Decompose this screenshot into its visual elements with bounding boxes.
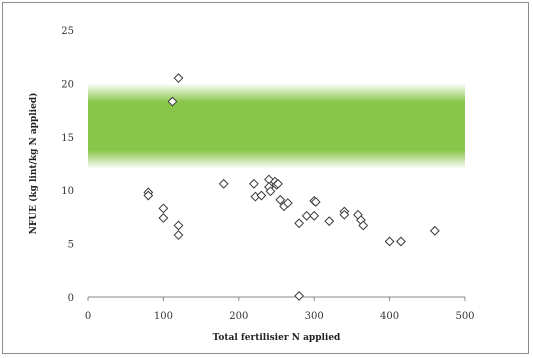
data-point — [248, 178, 259, 189]
y-tick-label: 5 — [68, 240, 74, 251]
data-point — [282, 198, 293, 208]
data-point — [143, 190, 154, 201]
data-point — [339, 209, 350, 220]
data-point — [256, 190, 267, 201]
data-point — [301, 210, 312, 221]
data-point — [294, 291, 305, 301]
data-point — [167, 96, 178, 107]
data-point — [358, 220, 369, 231]
x-tick-label: 0 — [85, 311, 91, 322]
data-point — [396, 236, 406, 247]
y-tick-label: 10 — [61, 186, 74, 197]
x-tick-label: 200 — [229, 311, 248, 322]
x-tick-label: 400 — [380, 311, 399, 322]
chart-frame — [2, 2, 529, 354]
y-tick-label: 25 — [61, 26, 74, 37]
x-axis-title: Total fertilisier N applied — [213, 333, 341, 343]
data-point — [173, 220, 184, 231]
y-tick-label: 20 — [61, 79, 74, 90]
data-point — [309, 210, 320, 221]
data-point — [265, 186, 276, 197]
data-point — [275, 194, 286, 205]
data-point — [158, 213, 169, 223]
data-point — [294, 218, 305, 229]
data-point — [273, 178, 283, 189]
data-point — [384, 236, 395, 247]
y-axis-title: NFUE (kg lint/kg N applied) — [28, 93, 39, 235]
data-point — [324, 216, 335, 227]
target-band — [88, 83, 465, 169]
x-tick-label: 100 — [154, 311, 173, 322]
data-point — [173, 230, 184, 240]
x-tick-label: 500 — [455, 311, 474, 322]
y-tick-label: 15 — [61, 133, 74, 144]
data-point — [158, 203, 169, 214]
data-point — [429, 225, 440, 236]
data-point — [173, 73, 184, 83]
data-point — [218, 178, 229, 189]
x-tick-label: 300 — [305, 311, 324, 322]
y-tick-label: 0 — [68, 293, 74, 304]
data-point — [310, 197, 321, 207]
